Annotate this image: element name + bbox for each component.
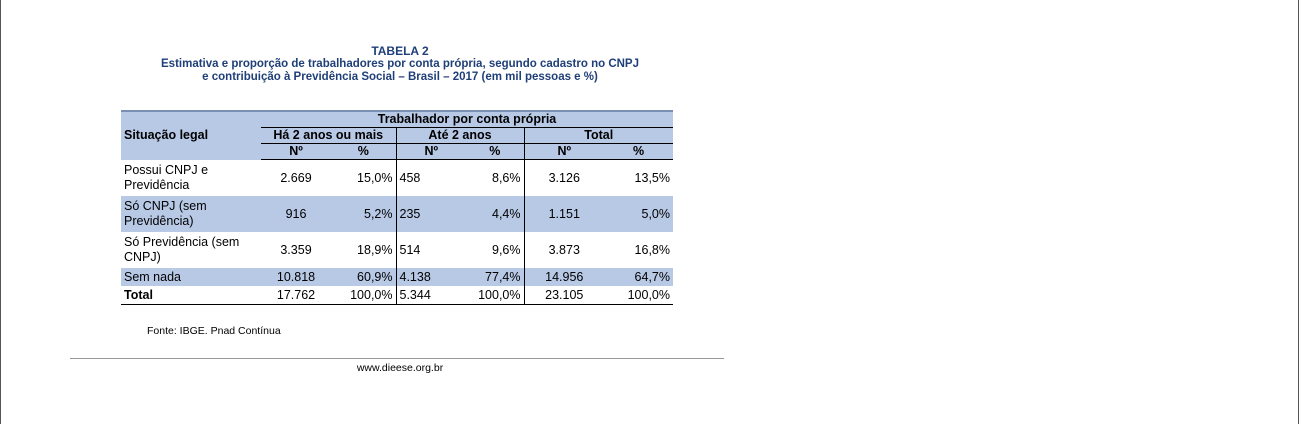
table-cell: 2.669 <box>280 170 312 185</box>
footer-divider <box>70 358 724 359</box>
table-cell: 17.762 <box>261 286 331 305</box>
header-row-1: Situação legal Trabalhador por conta pró… <box>121 110 673 160</box>
page-right-border <box>1298 0 1299 424</box>
table-cell: 5,0% <box>641 206 671 221</box>
group-header-2: Total <box>523 127 673 144</box>
row-label: Sem nada <box>124 269 181 284</box>
table-row: Sem nada 10.818 60,9% 4.138 77,4% 14.956… <box>121 268 673 286</box>
footer-url[interactable]: www.dieese.org.br <box>356 362 444 374</box>
row-label: Só Previdência (sem CNPJ) <box>124 235 240 264</box>
table-cell: 3.126 <box>523 159 604 196</box>
table-cell: 235 <box>395 196 466 232</box>
table-cell: 8,6% <box>492 170 521 185</box>
row-label: Total <box>121 286 261 305</box>
subheader: % <box>604 143 673 160</box>
total-row: Total 17.762 100,0% 5.344 100,0% 23.105 … <box>121 286 673 305</box>
table-row: Só CNPJ (sem Previdência) 916 5,2% 235 4… <box>121 196 673 232</box>
subheader: % <box>466 143 524 160</box>
table-cell: 4,4% <box>492 206 521 221</box>
table-cell: 13,5% <box>634 170 670 185</box>
table-cell: 916 <box>285 206 307 221</box>
table-title-line-2: e contribuição à Previdência Social – Br… <box>202 71 598 83</box>
subheader: Nº <box>523 143 604 160</box>
table-cell: 23.105 <box>523 286 604 305</box>
table-cell: 4.138 <box>395 268 466 286</box>
table-cell: 15,0% <box>357 170 393 185</box>
table-cell: 5,2% <box>364 206 393 221</box>
table-row: Só Previdência (sem CNPJ) 3.359 18,9% 51… <box>121 232 673 268</box>
table-cell: 1.151 <box>523 196 604 232</box>
group-header-0: Há 2 anos ou mais <box>261 127 396 144</box>
subheader: Nº <box>261 143 331 160</box>
table-cell: 100,0% <box>331 286 396 305</box>
table-cell: 16,8% <box>634 242 670 257</box>
table-cell: 3.359 <box>280 242 312 257</box>
table-cell: 100,0% <box>604 286 673 305</box>
table-cell: 60,9% <box>357 269 393 284</box>
table-cell: 458 <box>395 159 466 196</box>
table-cell: 14.956 <box>523 268 604 286</box>
table-source: Fonte: IBGE. Pnad Contínua <box>147 325 281 337</box>
row-label: Só CNPJ (sem Previdência) <box>124 199 207 228</box>
group-header: Trabalhador por conta própria <box>261 110 673 128</box>
page-left-border <box>0 0 1 424</box>
table-cell: 5.344 <box>395 286 466 305</box>
table-title-line-1: Estimativa e proporção de trabalhadores … <box>161 58 639 70</box>
table-cell: 64,7% <box>634 269 670 284</box>
table-cell: 77,4% <box>485 269 521 284</box>
row-label: Possui CNPJ e Previdência <box>124 162 209 192</box>
row-header: Situação legal <box>121 110 261 160</box>
table-cell: 10.818 <box>276 269 316 284</box>
table-cell: 9,6% <box>492 242 521 257</box>
table-title-block: TABELA 2 Estimativa e proporção de traba… <box>100 45 700 84</box>
table-row: Possui CNPJ e Previdência 2.669 15,0% 45… <box>121 159 673 196</box>
table-cell: 18,9% <box>357 242 393 257</box>
group-header-1: Até 2 anos <box>395 127 524 144</box>
data-table: Situação legal Trabalhador por conta pró… <box>121 110 673 305</box>
table-cell: 100,0% <box>466 286 524 305</box>
table-cell: 3.873 <box>523 232 604 268</box>
table-cell: 514 <box>395 232 466 268</box>
subheader: Nº <box>395 143 466 160</box>
subheader: % <box>331 143 396 160</box>
table-number: TABELA 2 <box>371 44 429 58</box>
